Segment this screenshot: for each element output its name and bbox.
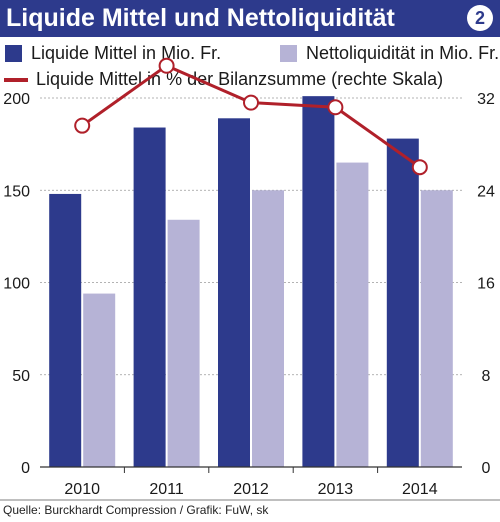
legend-swatch-bar-dark <box>5 45 22 62</box>
bar-nettoliquiditaet <box>336 162 369 467</box>
bar-nettoliquiditaet <box>83 293 116 467</box>
line-point-anteil-bilanzsumme <box>327 99 344 116</box>
bar-nettoliquiditaet <box>167 219 200 467</box>
legend-item-anteil-bilanzsumme: Liquide Mittel in % der Bilanzsumme (rec… <box>4 69 443 90</box>
y-right-tick-label: 8 <box>482 368 491 385</box>
legend-label-nettoliquiditaet: Nettoliquidität in Mio. Fr. <box>306 43 500 63</box>
figure-number-badge: 2 <box>467 5 493 31</box>
x-tick-label: 2014 <box>402 481 438 498</box>
line-point-anteil-bilanzsumme <box>411 159 428 176</box>
y-right-tick-label: 16 <box>477 276 495 293</box>
y-left-tick-label: 50 <box>12 368 30 385</box>
y-left-tick-label: 150 <box>3 183 30 200</box>
y-left-tick-label: 100 <box>3 276 30 293</box>
title-bar: Liquide Mittel und Nettoliquidität 2 <box>0 0 500 37</box>
x-tick-label: 2013 <box>318 481 354 498</box>
line-point-anteil-bilanzsumme <box>158 57 175 74</box>
source-note: Quelle: Burckhardt Compression / Grafik:… <box>3 503 269 517</box>
y-left-tick-label: 0 <box>21 460 30 477</box>
y-right-tick-label: 24 <box>477 183 495 200</box>
bar-nettoliquiditaet <box>252 190 284 467</box>
legend-swatch-line <box>4 77 28 82</box>
line-point-anteil-bilanzsumme <box>74 117 91 134</box>
y-right-tick-label: 32 <box>477 91 495 108</box>
line-point-anteil-bilanzsumme <box>243 94 259 111</box>
bar-liquide-mittel <box>133 127 166 468</box>
legend-label-anteil-bilanzsumme: Liquide Mittel in % der Bilanzsumme (rec… <box>36 69 444 89</box>
legend-swatch-bar-light <box>280 45 297 62</box>
bar-liquide-mittel <box>386 138 419 467</box>
line-anteil-bilanzsumme <box>81 63 421 169</box>
chart-title: Liquide Mittel und Nettoliquidität <box>6 4 395 32</box>
legend-label-liquide-mittel: Liquide Mittel in Mio. Fr. <box>31 43 222 63</box>
bar-nettoliquiditaet <box>420 190 453 467</box>
bar-liquide-mittel <box>302 96 335 467</box>
bar-liquide-mittel <box>49 193 82 467</box>
x-tick-label: 2012 <box>233 481 269 498</box>
x-tick-label: 2010 <box>64 481 100 498</box>
legend: Liquide Mittel in Mio. Fr. Nettoliquidit… <box>0 40 500 100</box>
x-tick-label: 2011 <box>149 481 184 498</box>
legend-item-nettoliquiditaet: Nettoliquidität in Mio. Fr. <box>280 43 499 64</box>
y-left-tick-label: 200 <box>3 91 30 108</box>
y-right-tick-label: 0 <box>482 460 491 477</box>
legend-item-liquide-mittel: Liquide Mittel in Mio. Fr. <box>5 43 221 64</box>
bar-liquide-mittel <box>218 118 250 468</box>
